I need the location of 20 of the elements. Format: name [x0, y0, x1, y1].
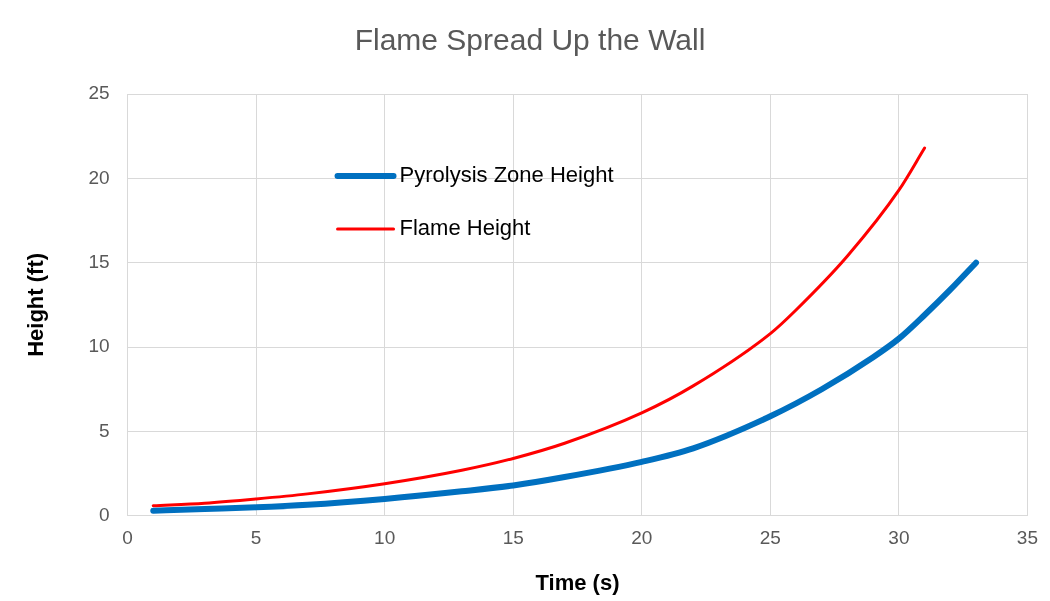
y-tick-label: 25: [88, 82, 110, 104]
legend-label: Pyrolysis Zone Height: [399, 162, 614, 188]
legend-label: Flame Height: [399, 215, 531, 241]
x-tick-label: 5: [250, 527, 262, 549]
x-tick-label: 20: [631, 527, 653, 549]
x-tick-label: 10: [374, 527, 396, 549]
y-tick-label: 10: [88, 335, 110, 357]
y-axis-title: Height (ft): [23, 252, 49, 357]
y-tick-label: 0: [98, 504, 110, 526]
x-tick-label: 25: [759, 527, 781, 549]
chart-title: Flame Spread Up the Wall: [354, 23, 706, 57]
x-tick-label: 0: [122, 527, 133, 549]
y-tick-label: 5: [98, 419, 110, 441]
x-tick-label: 15: [502, 527, 524, 549]
x-axis-title: Time (s): [535, 569, 620, 595]
y-tick-label: 15: [88, 250, 110, 272]
line-series: [151, 146, 927, 508]
y-tick-label: 20: [88, 166, 110, 188]
x-tick-label: 35: [1016, 527, 1038, 549]
x-tick-label: 30: [888, 527, 910, 549]
